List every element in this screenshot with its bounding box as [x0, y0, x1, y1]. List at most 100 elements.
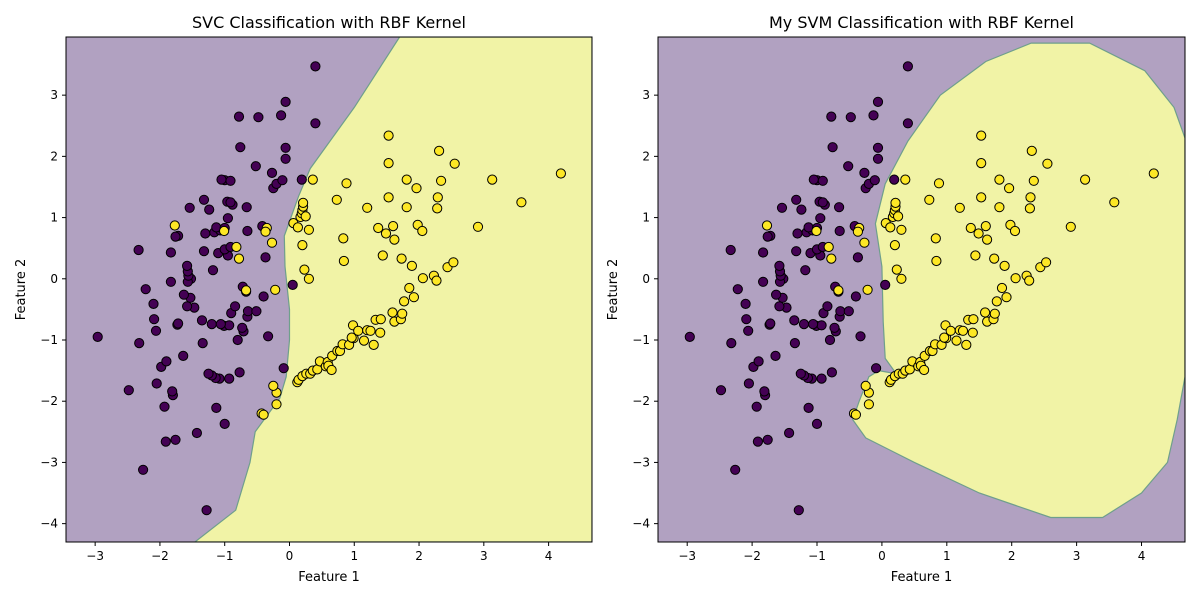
data-point-class1 [811, 225, 822, 237]
data-point-class0 [751, 401, 762, 412]
data-point-class1 [472, 221, 484, 232]
data-point-class0 [92, 331, 103, 342]
data-point-class0 [224, 320, 235, 331]
data-point-class1 [1026, 145, 1037, 156]
data-point-class0 [784, 427, 795, 439]
x-tick-label: −2 [743, 549, 761, 563]
data-point-class0 [165, 247, 176, 258]
data-point-class0 [762, 434, 773, 445]
data-point-class1 [375, 314, 386, 325]
data-point-class0 [902, 61, 914, 72]
x-tick-label: 3 [1073, 549, 1081, 563]
data-point-class1 [890, 197, 901, 208]
data-point-class0 [178, 350, 189, 361]
data-point-class0 [816, 373, 827, 384]
data-point-class0 [845, 112, 856, 123]
data-point-class0 [880, 279, 891, 290]
data-point-class1 [951, 335, 962, 346]
data-point-class1 [996, 282, 1008, 294]
data-point-class1 [219, 225, 230, 237]
data-point-class0 [822, 301, 833, 312]
y-axis-label: Feature 2 [606, 259, 621, 321]
y-tick-label: 1 [50, 211, 58, 225]
data-point-class0 [232, 334, 243, 346]
data-point-class1 [859, 237, 870, 248]
data-point-class0 [296, 174, 307, 185]
data-point-class1 [270, 284, 281, 295]
data-point-class0 [191, 427, 202, 439]
data-point-class0 [215, 319, 226, 330]
data-point-class0 [235, 142, 246, 153]
region-class1 [193, 37, 592, 542]
data-point-class1 [397, 308, 408, 319]
data-point-class1 [387, 307, 398, 318]
data-point-class0 [758, 247, 769, 258]
data-point-class0 [170, 231, 181, 242]
data-point-class0 [159, 401, 170, 412]
data-point-class0 [817, 197, 828, 208]
data-point-class0 [280, 142, 291, 153]
data-point-class1 [487, 174, 498, 185]
data-point-class0 [250, 161, 261, 172]
data-point-class0 [167, 386, 178, 397]
data-point-class0 [798, 319, 810, 330]
data-point-class1 [999, 260, 1010, 271]
data-point-class1 [994, 174, 1005, 185]
x-axis-label: Feature 1 [298, 570, 360, 585]
data-point-class1 [389, 234, 400, 245]
data-point-class1 [300, 211, 311, 222]
x-tick-label: 1 [350, 549, 358, 563]
data-point-class1 [1042, 158, 1053, 169]
data-point-class1 [271, 399, 282, 410]
data-point-class0 [843, 306, 854, 317]
data-point-class0 [808, 174, 819, 185]
data-point-class0 [241, 202, 252, 213]
data-point-class0 [834, 225, 845, 237]
data-point-class1 [303, 224, 314, 235]
data-point-class1 [341, 178, 352, 189]
data-point-class1 [380, 228, 392, 239]
data-point-class1 [362, 202, 373, 213]
y-tick-label: 0 [50, 272, 58, 286]
data-point-class0 [266, 167, 278, 178]
data-point-class0 [871, 363, 882, 374]
data-point-class1 [1028, 175, 1039, 186]
data-point-class1 [1001, 292, 1012, 303]
data-point-class0 [219, 418, 230, 429]
data-point-class1 [896, 273, 907, 284]
data-point-class0 [743, 378, 755, 389]
data-point-class0 [253, 112, 264, 123]
data-point-class1 [260, 226, 271, 237]
data-point-class0 [843, 161, 854, 172]
data-point-class1 [973, 228, 984, 239]
y-tick-label: 2 [642, 149, 650, 163]
data-point-class0 [872, 153, 884, 164]
axes-frame [657, 36, 1186, 543]
data-point-class0 [242, 306, 254, 317]
data-point-class1 [417, 273, 428, 284]
data-point-class1 [970, 250, 981, 261]
data-point-class0 [765, 318, 776, 329]
data-point-class0 [852, 252, 864, 263]
data-point-class0 [225, 197, 236, 208]
data-point-class0 [151, 378, 162, 389]
data-point-class0 [753, 356, 764, 367]
data-point-class0 [803, 402, 814, 413]
data-point-class0 [260, 252, 271, 263]
axes-frame [65, 36, 593, 543]
data-point-class0 [134, 338, 145, 349]
data-point-class1 [823, 241, 834, 253]
x-tick-label: 0 [286, 549, 294, 563]
x-tick-label: 0 [878, 549, 886, 563]
data-point-class1 [388, 221, 399, 232]
data-point-class0 [855, 331, 866, 342]
data-point-class1 [411, 183, 422, 194]
y-tick-label: −4 [632, 517, 650, 531]
data-point-class1 [968, 314, 979, 325]
x-tick-label: 4 [1138, 549, 1146, 563]
data-point-class0 [263, 331, 274, 342]
y-axis-label: Feature 2 [14, 259, 29, 321]
data-point-class1 [353, 325, 364, 336]
chart-title: My SVM Classification with RBF Kernel [769, 13, 1074, 32]
data-point-class1 [258, 409, 269, 420]
